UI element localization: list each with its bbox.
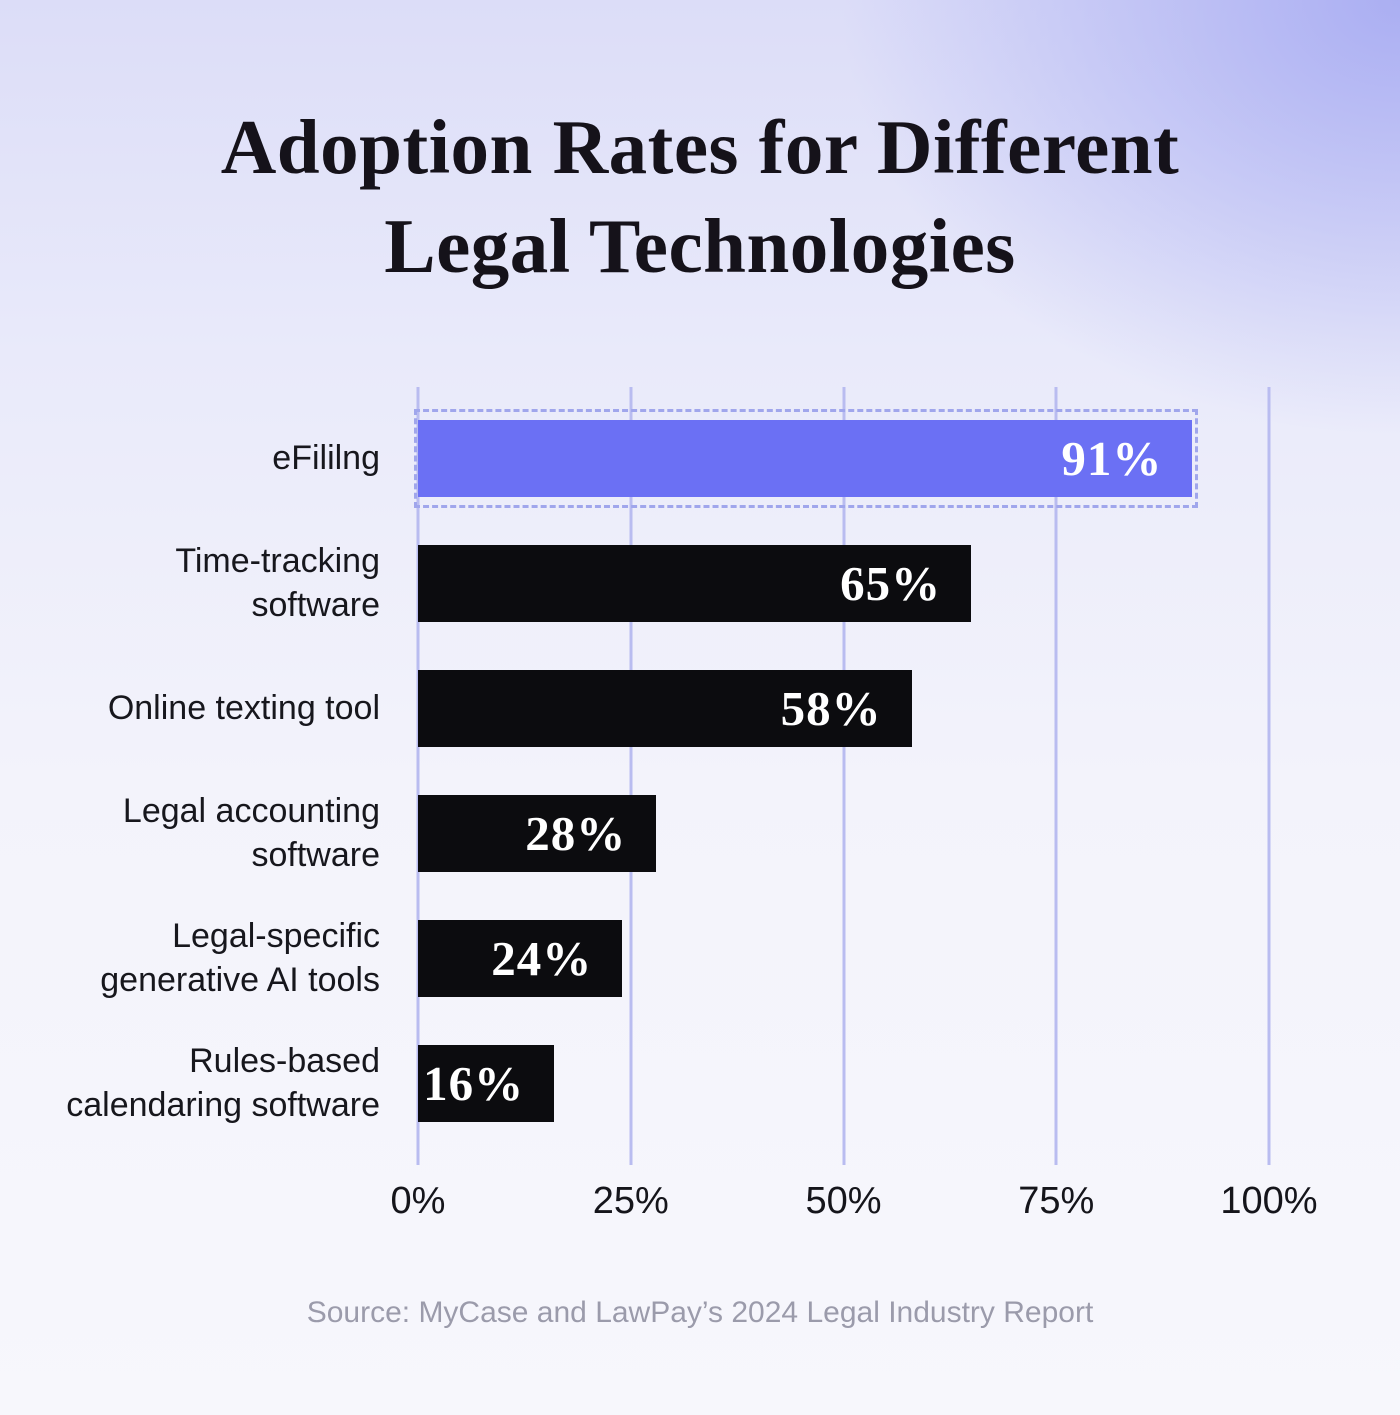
bar-chart: eFililng 91% Time-tracking software 65% Onli… (0, 387, 1400, 1222)
category-label: Legal accounting software (122, 791, 380, 874)
category-label: Legal-specific generative AI tools (100, 916, 380, 999)
gridline (1054, 387, 1058, 1165)
source-caption: Source: MyCase and LawPay’s 2024 Legal I… (306, 1296, 1094, 1329)
category-label: Time-tracking software (175, 541, 380, 624)
bar-value-label: 16% (423, 1056, 525, 1111)
bar: 16% (418, 1045, 555, 1122)
x-axis-tick-label: 25% (592, 1180, 669, 1222)
bar-track: 28% (418, 795, 1269, 872)
bar-track: 91% (414, 409, 1269, 508)
bar-value-label: 28% (525, 806, 627, 861)
bar-value-label: 91% (1061, 431, 1163, 486)
bar: 28% (418, 795, 657, 872)
gridline (842, 387, 845, 1165)
bar-value-label: 24% (491, 931, 593, 986)
bar-track: 24% (418, 920, 1269, 997)
chart-row: Legal-specific generative AI tools 24% (0, 917, 1400, 999)
chart-row: Legal accounting software 28% (0, 792, 1400, 874)
bar: 91% (418, 420, 1193, 497)
chart-row: Rules-based calendaring software 16% (0, 1042, 1400, 1124)
bar-track: 16% (418, 1045, 1269, 1122)
gridline (416, 387, 420, 1165)
chart-title-line2: Legal Technologies (384, 202, 1016, 289)
gridlines (416, 387, 1271, 1165)
chart-row: Time-tracking software 65% (0, 542, 1400, 624)
chart-row: eFililng 91% (0, 409, 1400, 508)
bar-rows: eFililng 91% Time-tracking software 65% Onli… (0, 409, 1400, 1170)
category-label: eFililng (272, 438, 380, 477)
bar: 24% (418, 920, 623, 997)
chart-row: Online texting tool 58% (0, 670, 1400, 747)
gridline (1267, 387, 1271, 1165)
bar-value-label: 65% (840, 556, 942, 611)
category-label: Rules-based calendaring software (66, 1041, 380, 1124)
x-axis: 0% 25% 50% 75% 100% (391, 1180, 1318, 1230)
bar-track: 58% (418, 670, 1269, 747)
chart-title-line1: Adoption Rates for Different (220, 104, 1180, 190)
bar: 58% (418, 670, 912, 747)
x-axis-tick-label: 75% (1018, 1180, 1095, 1222)
category-label: Online texting tool (107, 688, 380, 727)
gridline (629, 387, 633, 1165)
x-axis-tick-label: 100% (1220, 1180, 1318, 1222)
x-axis-tick-label: 50% (805, 1180, 882, 1222)
bar: 65% (418, 545, 972, 622)
bar-value-label: 58% (780, 681, 882, 736)
bar-track: 65% (418, 545, 1269, 622)
highlight-dashed-outline (414, 409, 1199, 508)
chart-title: Adoption Rates for Different Legal Techno… (0, 98, 1400, 295)
x-axis-tick-label: 0% (390, 1180, 446, 1222)
